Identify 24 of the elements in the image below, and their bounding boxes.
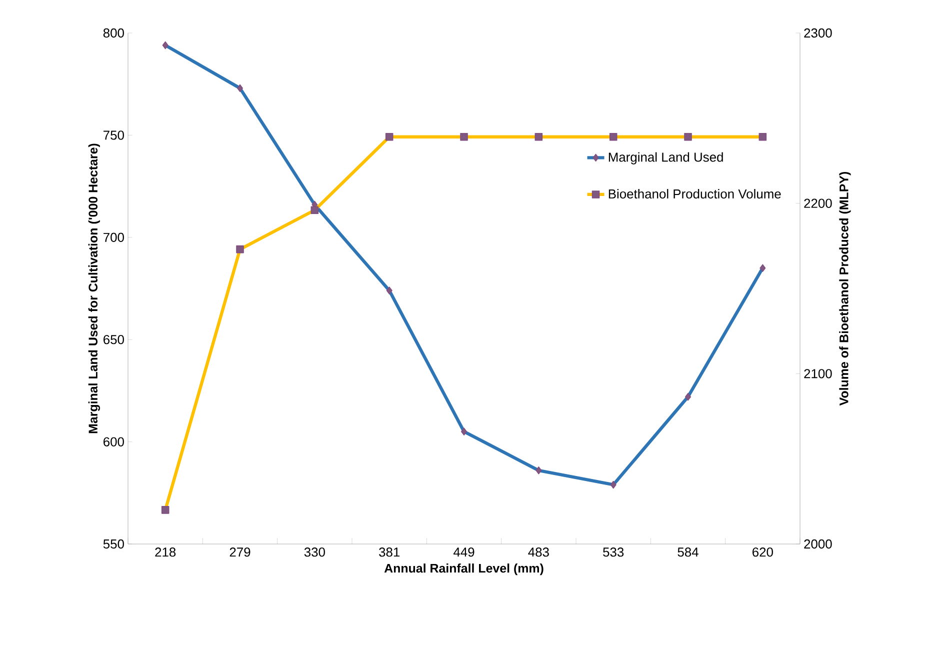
x-tick-label: 218 (155, 548, 176, 557)
y2-axis-title: Volume of Bioethanol Produced (MLPY) (839, 172, 851, 406)
y2-tick-label: 2000 (804, 539, 832, 549)
x-tick-label: 584 (678, 548, 698, 557)
x-tick-label: 330 (304, 548, 325, 557)
y2-tick-label: 2100 (804, 369, 832, 378)
y-tick-label: 600 (104, 437, 124, 446)
y-tick-label: 750 (104, 130, 124, 140)
x-axis-title: Annual Rainfall Level (mm) (384, 564, 544, 576)
legend-label: Marginal Land Used (608, 152, 723, 164)
y-tick-label: 650 (104, 335, 124, 344)
x-tick-label: 381 (379, 548, 400, 557)
x-tick-label: 533 (603, 548, 624, 557)
y-tick-label: 700 (104, 232, 124, 242)
y-tick-label: 550 (103, 539, 124, 549)
y2-tick-label: 2300 (804, 28, 832, 38)
y2-tick-label: 2200 (804, 198, 832, 208)
y-tick-label: 800 (103, 28, 124, 38)
x-tick-label: 483 (528, 548, 549, 557)
x-tick-label: 279 (230, 548, 250, 557)
x-tick-label: 449 (453, 548, 474, 557)
x-tick-label: 620 (752, 548, 773, 557)
legend-label: Bioethanol Production Volume (608, 189, 781, 199)
y-axis-title: Marginal Land Used for Cultivation ('000 Hectare) (88, 144, 100, 434)
